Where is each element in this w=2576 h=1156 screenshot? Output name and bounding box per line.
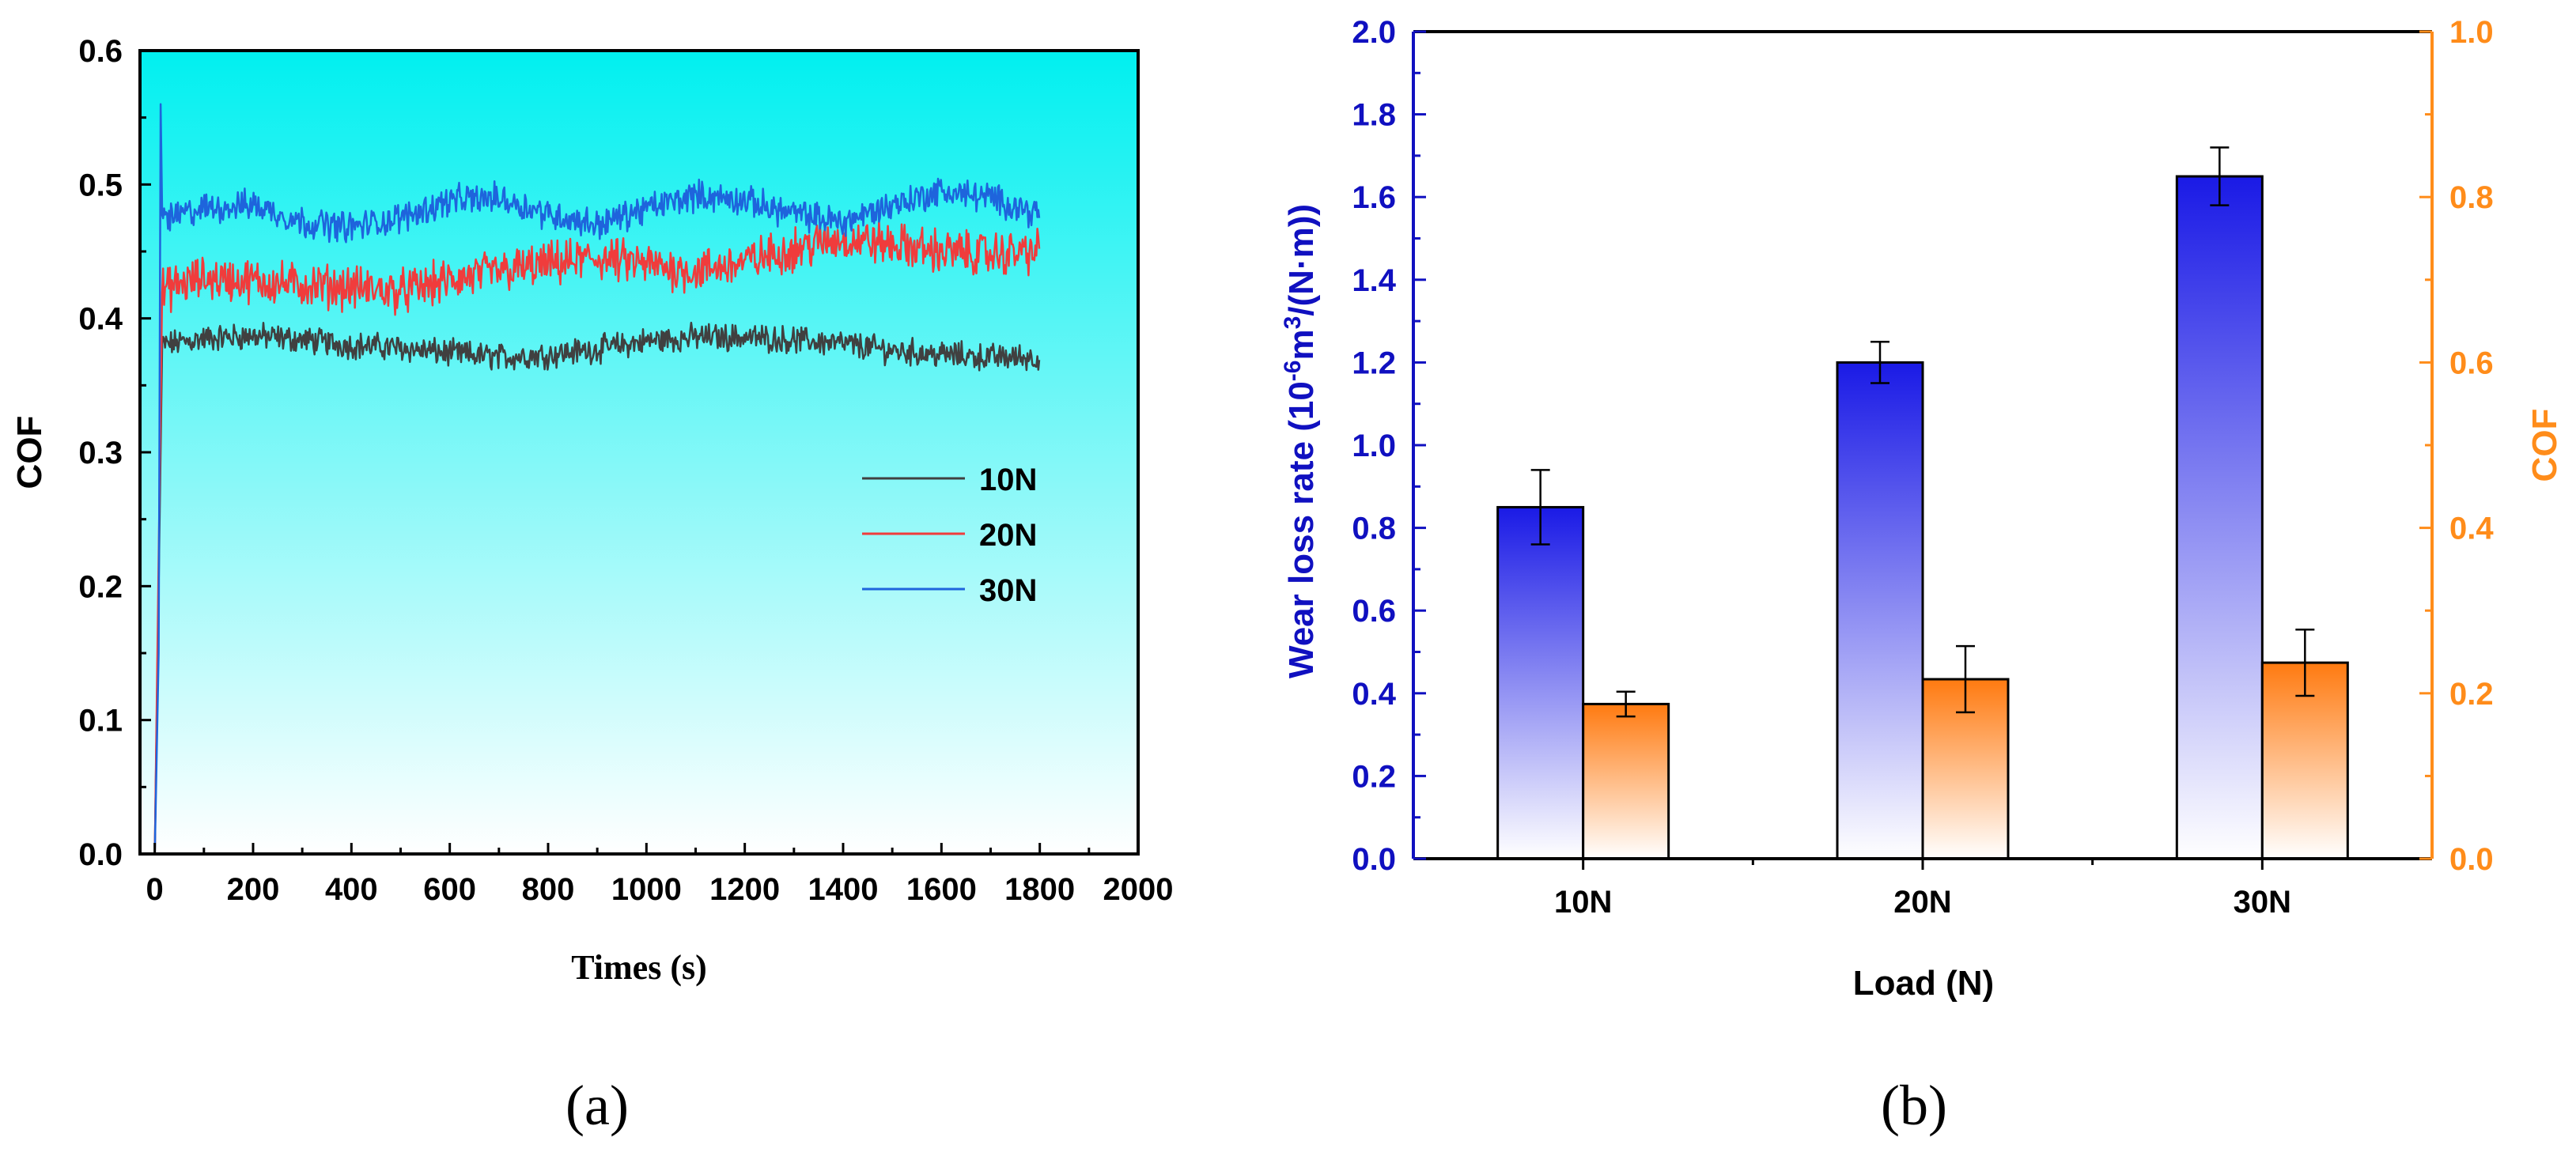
- chart-a-x-tick-label: 1600: [906, 872, 977, 907]
- chart-a-x-tick-label: 2000: [1103, 872, 1174, 907]
- chart-a-x-tick-label: 400: [325, 872, 378, 907]
- chart-a-y-label: COF: [10, 416, 49, 489]
- chart-b-right-tick-label: 0.6: [2449, 346, 2494, 380]
- chart-a-x-label: Times (s): [571, 948, 707, 987]
- legend-label-10N: 10N: [979, 463, 1037, 497]
- chart-a-x-tick-label: 1800: [1004, 872, 1075, 907]
- chart-b-x-ticks: 10N 20N 30N: [1554, 859, 2291, 920]
- chart-b: 10N 20N 30N 0.0 0.2 0.4 0.6 0.8 1.0 1.2 1.4 1.6 1.8…: [1280, 15, 2564, 1137]
- chart-b-right-tick-label: 0.2: [2449, 677, 2494, 712]
- chart-b-left-tick-label: 2.0: [1352, 15, 1396, 50]
- chart-a-legend: 10N 20N 30N: [862, 463, 1037, 608]
- series-line-30N: [153, 103, 1041, 855]
- chart-a-x-tick-label: 1200: [709, 872, 780, 907]
- chart-a-y-tick-label: 0.1: [78, 704, 123, 739]
- chart-b-right-tick-label: 0.8: [2449, 180, 2494, 215]
- chart-b-left-tick-label: 1.4: [1352, 263, 1396, 298]
- chart-a-x-tick-label: 200: [227, 872, 280, 907]
- chart-a-x-tick-label: 800: [522, 872, 575, 907]
- chart-a-y-tick-label: 0.0: [78, 837, 123, 872]
- bar-wear-10N: [1496, 505, 1585, 860]
- bar-wear-20N: [1836, 361, 1924, 860]
- panel-label-a: (a): [566, 1074, 629, 1137]
- chart-a-y-tick-label: 0.3: [78, 436, 123, 470]
- chart-b-bars: [1496, 146, 2349, 860]
- chart-b-x-label: Load (N): [1853, 964, 1994, 1003]
- chart-a-y-tick-label: 0.5: [78, 168, 123, 202]
- chart-a-y-tick-label: 0.4: [78, 302, 123, 337]
- chart-b-left-tick-label: 1.6: [1352, 180, 1396, 215]
- legend-label-20N: 20N: [979, 518, 1037, 553]
- chart-b-left-ticks: 0.0 0.2 0.4 0.6 0.8 1.0 1.2 1.4 1.6 1.8 2.0: [1352, 15, 1426, 877]
- chart-a-x-tick-label: 1000: [611, 872, 682, 907]
- chart-b-x-tick-label: 10N: [1554, 885, 1612, 920]
- legend-label-30N: 30N: [979, 573, 1037, 608]
- chart-a-x-tick-label: 1400: [808, 872, 879, 907]
- chart-b-left-tick-label: 1.0: [1352, 429, 1396, 463]
- chart-b-left-tick-label: 0.4: [1352, 677, 1396, 712]
- chart-b-left-y-label: Wear loss rate (10-6m3/(N·m)): [1280, 204, 1321, 678]
- panel-label-b: (b): [1881, 1074, 1947, 1137]
- chart-a-y-tick-label: 0.2: [78, 569, 123, 604]
- chart-a-x-ticks: 0 200 400 600 800 1000 1200 1400 1600 1800 2000: [146, 843, 1174, 907]
- chart-a: 0 200 400 600 800 1000 1200 1400 1600 1800 2000 0.…: [10, 34, 1173, 1137]
- bar-wear-30N: [2175, 175, 2264, 860]
- chart-b-right-tick-label: 0.4: [2449, 512, 2494, 546]
- chart-b-right-tick-label: 0.0: [2449, 842, 2494, 877]
- chart-a-plot-area: [140, 51, 1138, 854]
- chart-b-x-tick-label: 30N: [2234, 885, 2291, 920]
- chart-b-right-y-label: COF: [2525, 409, 2564, 482]
- chart-a-y-tick-label: 0.6: [78, 34, 123, 69]
- bar-cof-10N: [1582, 702, 1670, 860]
- chart-b-right-ticks: 0.0 0.2 0.4 0.6 0.8 1.0: [2419, 15, 2494, 877]
- chart-b-left-tick-label: 1.8: [1352, 98, 1396, 133]
- series-line-10N: [153, 321, 1041, 855]
- chart-a-x-tick-label: 600: [423, 872, 476, 907]
- chart-b-left-tick-label: 0.2: [1352, 759, 1396, 794]
- series-line-20N: [153, 219, 1041, 855]
- chart-b-right-tick-label: 1.0: [2449, 15, 2494, 50]
- chart-a-x-tick-label: 0: [146, 872, 164, 907]
- chart-b-left-tick-label: 0.6: [1352, 594, 1396, 629]
- chart-b-left-tick-label: 0.8: [1352, 512, 1396, 546]
- chart-a-series-group: [153, 103, 1041, 855]
- chart-b-x-tick-label: 20N: [1893, 885, 1951, 920]
- chart-a-y-ticks: 0.0 0.1 0.2 0.3 0.4 0.5 0.6: [78, 34, 151, 872]
- chart-b-left-tick-label: 1.2: [1352, 346, 1396, 380]
- chart-b-left-tick-label: 0.0: [1352, 842, 1396, 877]
